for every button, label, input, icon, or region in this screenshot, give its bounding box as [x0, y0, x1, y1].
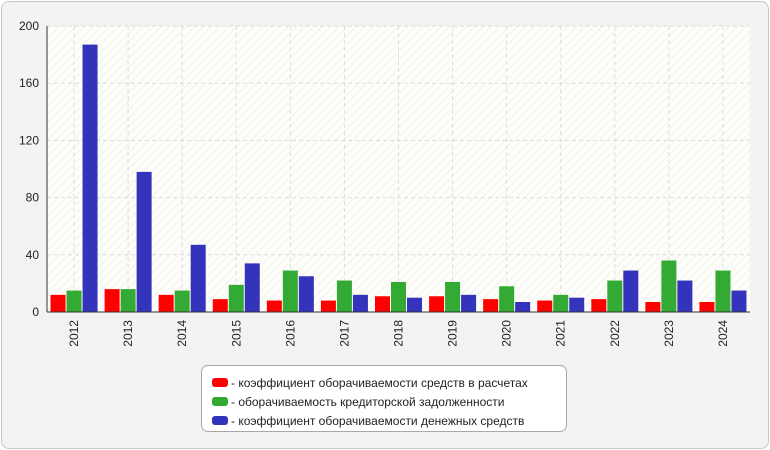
- legend-swatch-blue: [212, 416, 228, 425]
- x-tick-label: 2019: [446, 320, 460, 347]
- bar-2017-series-3: [352, 294, 368, 312]
- legend-swatch-red: [212, 378, 228, 387]
- bar-2019-series-2: [445, 281, 461, 312]
- x-tick-label: 2020: [500, 320, 514, 347]
- bar-2024-series-1: [699, 301, 715, 312]
- bar-2012-series-2: [66, 290, 82, 312]
- y-tick-label: 0: [32, 305, 39, 319]
- x-tick-label: 2023: [662, 320, 676, 347]
- bar-2021-series-3: [569, 297, 585, 312]
- bar-2012-series-1: [50, 294, 66, 312]
- legend-label-cash-turnover: - коэффициент оборачиваемости денежных с…: [231, 413, 525, 428]
- bar-2015-series-2: [228, 284, 244, 312]
- bar-2018-series-3: [407, 297, 422, 312]
- bar-2017-series-2: [336, 280, 352, 312]
- bar-2016-series-2: [282, 270, 298, 312]
- x-tick-label: 2013: [121, 320, 135, 347]
- legend-item-payables-turnover: - оборачиваемость кредиторской задолженн…: [212, 392, 566, 411]
- x-tick-label: 2016: [283, 320, 297, 347]
- bar-2014-series-2: [174, 290, 190, 312]
- x-tick-label: 2015: [229, 320, 243, 347]
- bar-2018-series-2: [391, 281, 406, 312]
- bar-2016-series-1: [266, 300, 282, 312]
- x-tick-label: 2024: [716, 320, 730, 347]
- bar-2023-series-2: [661, 260, 677, 312]
- legend-swatch-green: [212, 397, 228, 406]
- bar-2014-series-1: [158, 294, 174, 312]
- bar-2014-series-3: [190, 244, 206, 312]
- legend-item-cash-turnover: - коэффициент оборачиваемости денежных с…: [212, 411, 566, 430]
- bar-2013-series-3: [136, 171, 152, 312]
- bar-2022-series-1: [591, 299, 607, 312]
- bar-2015-series-1: [212, 299, 228, 312]
- bar-2024-series-3: [731, 290, 747, 312]
- bar-2019-series-1: [429, 296, 445, 312]
- bar-2022-series-3: [623, 270, 639, 312]
- bar-2024-series-2: [715, 270, 731, 312]
- legend-label-payables-turnover: - оборачиваемость кредиторской задолженн…: [231, 394, 505, 409]
- legend-item-receivables-turnover: - коэффициент оборачиваемости средств в …: [212, 373, 566, 392]
- x-tick-label: 2014: [175, 320, 189, 347]
- x-tick-label: 2022: [608, 320, 622, 347]
- bar-2013-series-1: [104, 289, 120, 312]
- bar-2023-series-1: [645, 301, 661, 312]
- x-tick-label: 2021: [554, 320, 568, 347]
- bar-2021-series-1: [537, 300, 553, 312]
- legend-label-receivables-turnover: - коэффициент оборачиваемости средств в …: [231, 375, 528, 390]
- y-tick-label: 200: [19, 19, 39, 33]
- bar-2016-series-3: [298, 276, 314, 312]
- bar-2013-series-2: [120, 289, 136, 312]
- bar-2015-series-3: [244, 263, 260, 312]
- y-tick-label: 160: [19, 76, 39, 90]
- x-tick-label: 2012: [67, 320, 81, 347]
- bar-2019-series-3: [461, 294, 477, 312]
- bar-2021-series-2: [553, 294, 569, 312]
- bar-2020-series-3: [515, 301, 531, 312]
- bar-2020-series-2: [499, 286, 515, 312]
- y-tick-label: 40: [26, 248, 40, 262]
- bar-2012-series-3: [82, 44, 98, 313]
- x-tick-label: 2017: [337, 320, 351, 347]
- bar-2022-series-2: [607, 280, 623, 312]
- bar-2020-series-1: [483, 299, 499, 312]
- bar-2018-series-1: [375, 296, 390, 312]
- y-tick-label: 80: [26, 191, 40, 205]
- x-tick-label: 2018: [392, 320, 406, 347]
- bar-2023-series-3: [677, 280, 693, 312]
- legend: - коэффициент оборачиваемости средств в …: [201, 365, 567, 432]
- y-tick-label: 120: [19, 133, 39, 147]
- bar-2017-series-1: [320, 300, 336, 312]
